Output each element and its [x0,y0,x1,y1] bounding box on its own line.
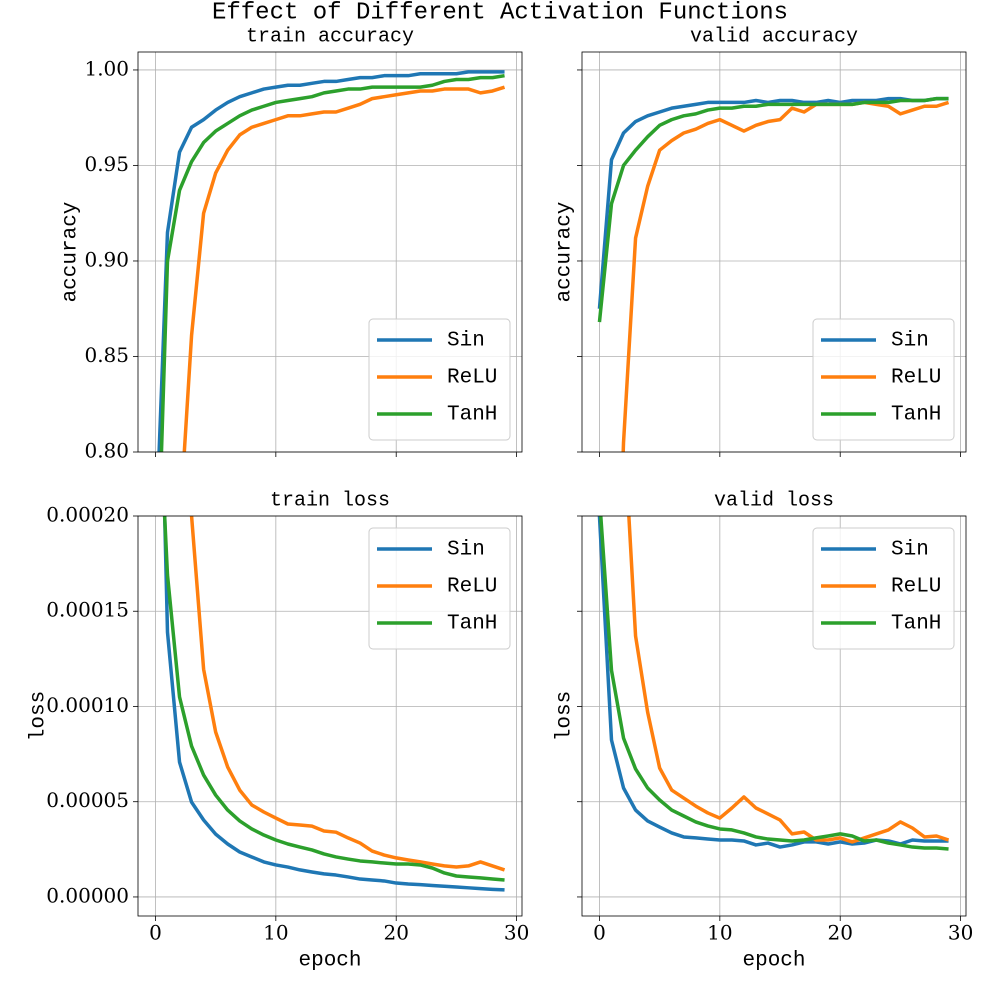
legend-box [812,527,955,650]
y-tick-label: 0.80 [84,439,129,463]
y-axis-label: loss [28,691,51,741]
plot-area [157,70,506,452]
axes-frame [137,51,523,453]
axes-frame [581,51,967,453]
series-line [182,85,506,452]
x-axis-label: epoch [298,950,361,973]
series-line [599,516,949,851]
y-axis-label: accuracy [554,202,577,303]
subplot: 0 10 20 30 valid loss epoch loss Sin ReLU TanH [554,489,974,973]
subplot: 0 10 20 30 0.00000 0.00005 0.00010 0.00015 0.000… [28,489,530,973]
legend: Sin ReLU TanH [812,527,955,650]
axes-frame [137,515,523,917]
plot-area [597,516,950,851]
axes-frame [581,515,967,917]
legend: Sin ReLU TanH [812,318,955,441]
x-tick-label: 0 [593,921,606,945]
x-tick-label: 20 [827,921,852,945]
legend-label: Sin [891,330,929,353]
legend-box [812,318,955,441]
x-axis-label: epoch [742,950,805,973]
legend: Sin ReLU TanH [368,318,511,441]
y-tick-label: 0.95 [84,152,129,176]
legend-label: TanH [891,613,941,636]
y-axis-label: loss [554,691,577,741]
x-tick-label: 10 [263,921,288,945]
series-line [162,516,505,892]
x-tick-label: 10 [707,921,732,945]
legend-label: TanH [447,613,497,636]
subplot: valid accuracy accuracy Sin ReLU TanH [554,25,967,457]
subplot: 0.80 0.85 0.90 0.95 1.00 train accuracy accura… [60,25,523,463]
subplot-title: valid accuracy [690,25,858,48]
series-line [627,516,950,844]
legend-label: Sin [447,330,485,353]
series-line [597,96,949,323]
subplot-title: valid loss [714,489,834,512]
series-line [597,516,949,849]
legend-label: Sin [891,539,929,562]
series-line [162,516,505,882]
series-line [159,73,505,452]
legend-label: ReLU [447,367,497,390]
legend: Sin ReLU TanH [368,527,511,650]
x-tick-label: 20 [383,921,408,945]
series-line [621,100,950,452]
legend-label: Sin [447,539,485,562]
y-tick-label: 0.00005 [46,788,129,812]
x-tick-label: 30 [504,921,529,945]
subplot-title: train loss [270,489,390,512]
legend-label: ReLU [447,576,497,599]
y-tick-label: 1.00 [84,56,129,80]
y-tick-label: 0.90 [84,247,129,271]
series-line [189,516,506,872]
y-tick-label: 0.00015 [46,598,129,622]
x-tick-label: 0 [149,921,162,945]
figure-title: Effect of Different Activation Functions [212,0,788,26]
legend-label: ReLU [891,576,941,599]
y-tick-label: 0.00000 [46,883,129,907]
y-tick-label: 0.00020 [46,503,129,527]
y-tick-label: 0.00010 [46,693,129,717]
legend-label: ReLU [891,367,941,390]
plot-area [597,96,950,452]
legend-label: TanH [891,404,941,427]
legend-box [368,527,511,650]
legend-box [368,318,511,441]
plot-area [162,516,506,892]
y-axis-label: accuracy [60,202,83,303]
legend-label: TanH [447,404,497,427]
y-tick-label: 0.85 [84,343,129,367]
subplot-title: train accuracy [246,25,414,48]
series-line [157,70,505,452]
x-tick-label: 30 [948,921,973,945]
series-line [597,96,949,309]
